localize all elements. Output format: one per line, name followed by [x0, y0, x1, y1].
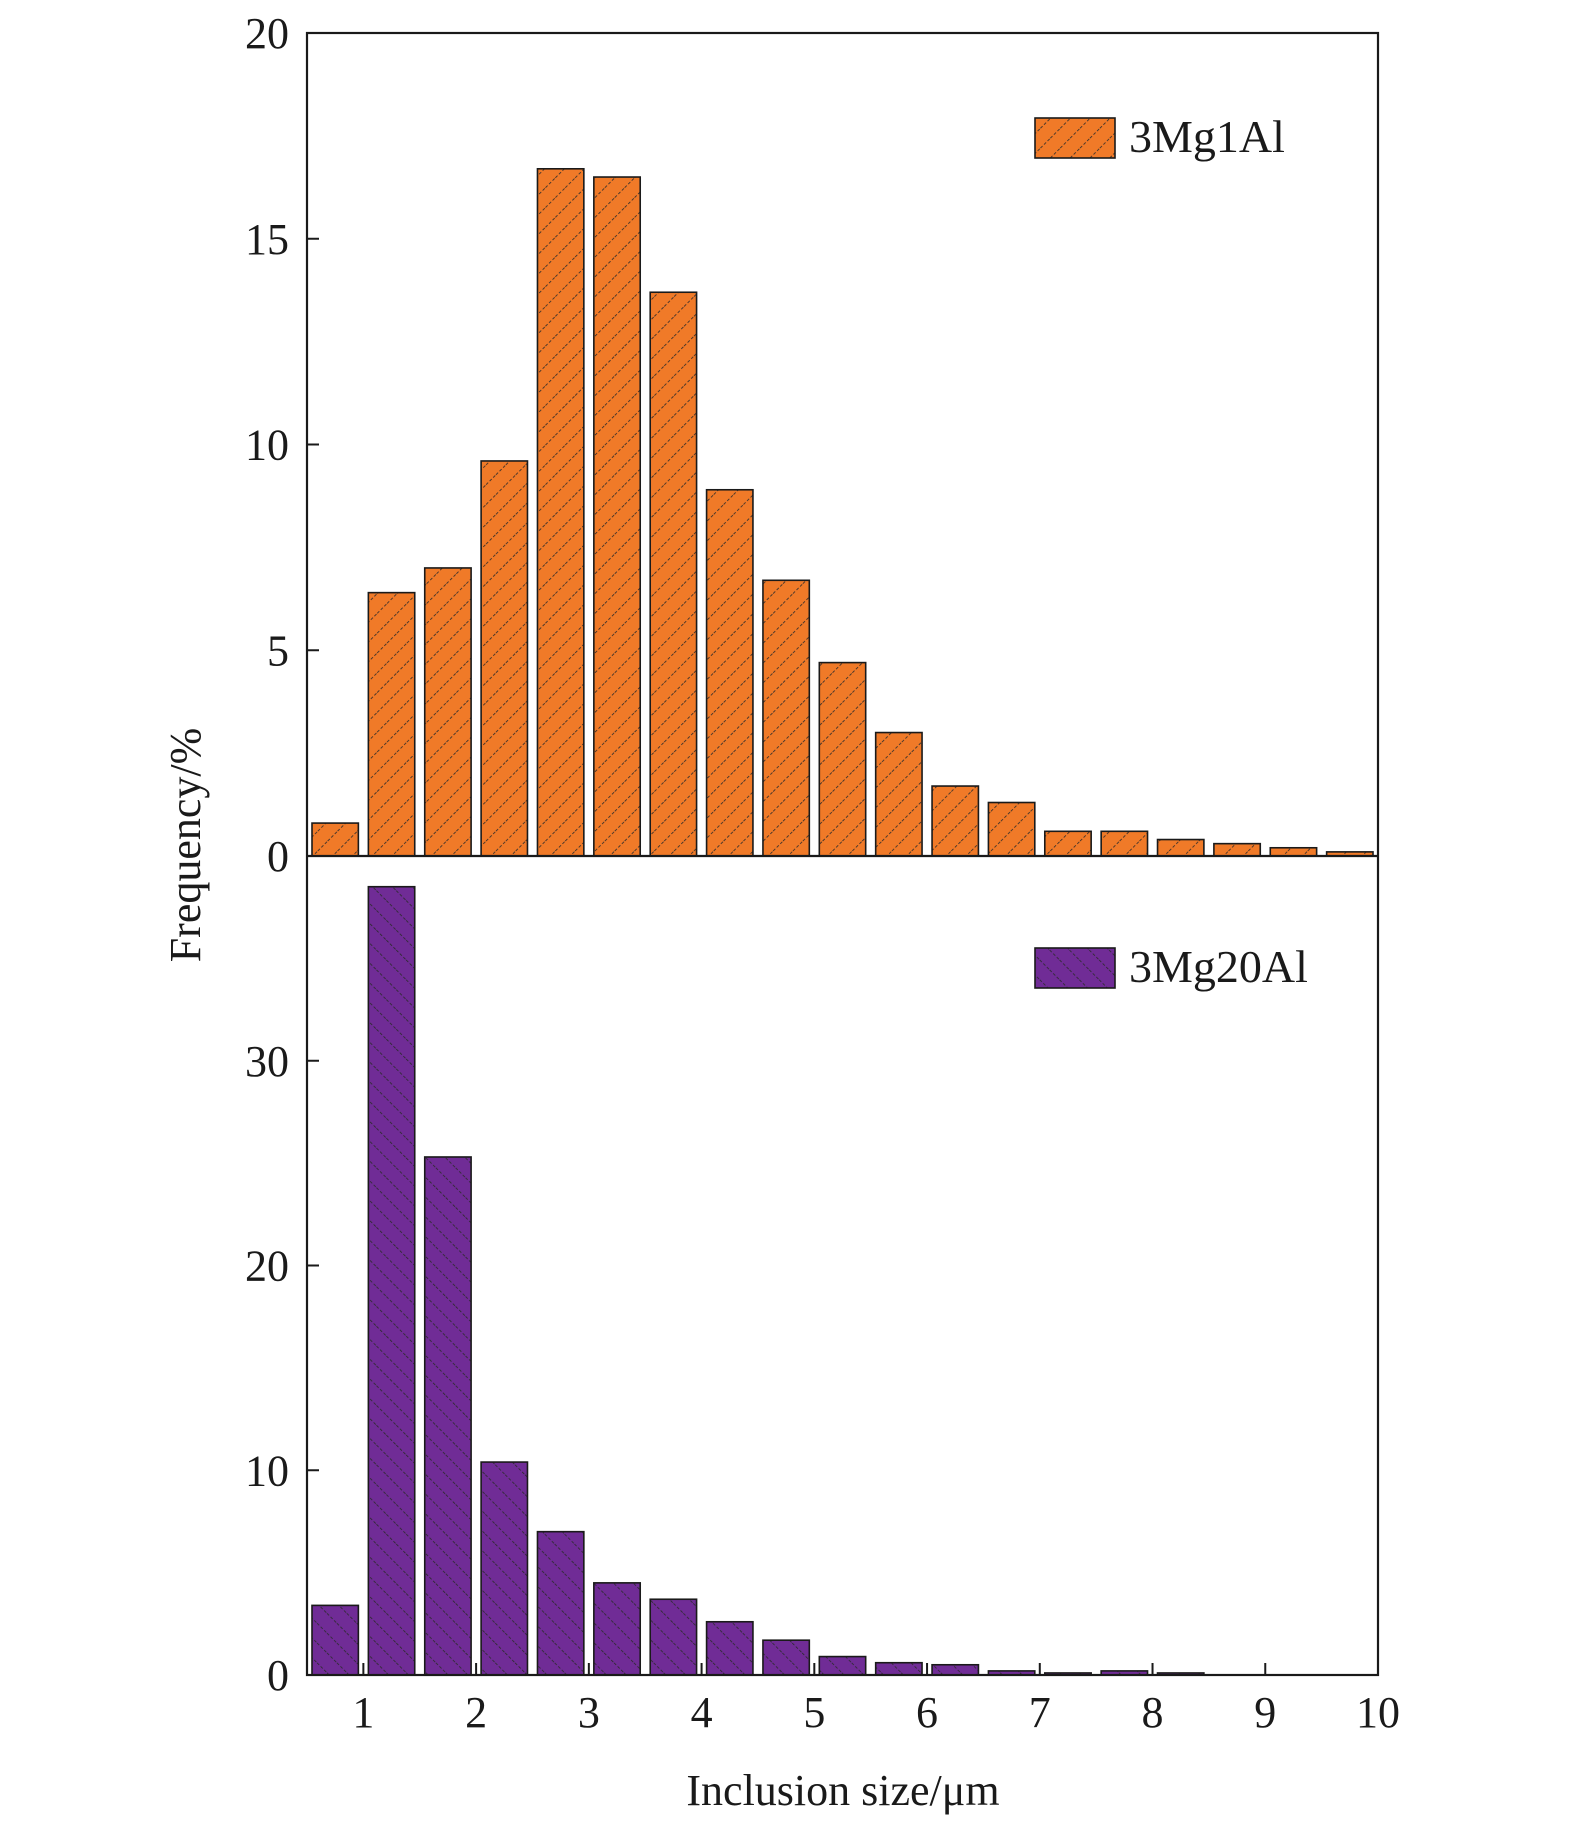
- bar: [818, 1655, 867, 1676]
- y-tick-label: 0: [267, 832, 289, 881]
- bar-outline: [367, 591, 416, 857]
- x-tick-label: 2: [465, 1688, 487, 1737]
- bar: [818, 661, 867, 857]
- x-tick-label: 7: [1029, 1688, 1051, 1737]
- bar: [931, 785, 980, 857]
- bar-outline: [1100, 830, 1149, 857]
- bar-outline: [311, 1604, 360, 1676]
- bar-outline: [423, 1156, 472, 1676]
- bar-outline: [593, 1582, 642, 1676]
- bar: [762, 579, 811, 857]
- bar-outline: [423, 567, 472, 857]
- bar-outline: [649, 291, 698, 857]
- bar-outline: [931, 1663, 980, 1676]
- plot-frame: [305, 31, 1380, 1677]
- y-axis-title: Frequency/%: [161, 728, 210, 963]
- bar: [874, 731, 923, 857]
- bar: [1043, 830, 1092, 857]
- y-tick-label: 20: [245, 1242, 289, 1291]
- bar-outline: [480, 460, 529, 857]
- bar: [536, 167, 585, 857]
- bar: [311, 1604, 360, 1676]
- bar-outline: [874, 731, 923, 857]
- legend-label: 3Mg1Al: [1129, 111, 1285, 162]
- bar: [874, 1661, 923, 1676]
- y-tick-label: 20: [245, 9, 289, 58]
- bar-outline: [593, 176, 642, 857]
- bar: [423, 567, 472, 857]
- bar: [423, 1156, 472, 1676]
- x-axis-title: Inclusion size/μm: [686, 1766, 999, 1815]
- bar: [480, 1461, 529, 1676]
- legend-swatch-outline: [1034, 947, 1116, 989]
- panel-3mg20al: 0 10 20 30 3Mg20Al: [245, 885, 1308, 1700]
- bar: [1213, 842, 1262, 857]
- x-axis: 1 2 3 4 5 6 7 8 9 10: [352, 1663, 1400, 1737]
- bar-outline: [931, 785, 980, 857]
- bar-outline: [1213, 842, 1262, 857]
- bar: [593, 1582, 642, 1676]
- y-tick-label: 30: [245, 1037, 289, 1086]
- bar-outline: [818, 661, 867, 857]
- bar-outline: [1156, 838, 1205, 857]
- bar-outline: [1043, 830, 1092, 857]
- bar-outline: [536, 167, 585, 857]
- x-tick-label: 8: [1142, 1688, 1164, 1737]
- bar: [649, 291, 698, 857]
- bar-outline: [762, 579, 811, 857]
- bar: [705, 488, 754, 857]
- panel-3mg1al: 0 5 10 15 20 3Mg1Al: [245, 9, 1374, 881]
- bar-outline: [705, 1620, 754, 1676]
- bar-outline: [987, 801, 1036, 857]
- legend: 3Mg20Al: [1034, 941, 1308, 992]
- y-tick-label: 0: [267, 1651, 289, 1700]
- legend: 3Mg1Al: [1034, 111, 1285, 162]
- bar: [480, 460, 529, 857]
- x-tick-label: 9: [1254, 1688, 1276, 1737]
- bar: [367, 885, 416, 1676]
- bar: [1100, 830, 1149, 857]
- x-tick-label: 3: [578, 1688, 600, 1737]
- bar-outline: [480, 1461, 529, 1676]
- bar: [1269, 846, 1318, 857]
- x-tick-label: 1: [352, 1688, 374, 1737]
- bar-outline: [762, 1639, 811, 1676]
- y-tick-label: 10: [245, 421, 289, 470]
- bar: [987, 801, 1036, 857]
- bar: [649, 1598, 698, 1676]
- bar: [762, 1639, 811, 1676]
- bar-outline: [874, 1661, 923, 1676]
- x-tick-label: 4: [691, 1688, 713, 1737]
- bar-outline: [367, 885, 416, 1676]
- legend-label: 3Mg20Al: [1129, 941, 1308, 992]
- bar: [931, 1663, 980, 1676]
- bar-outline: [649, 1598, 698, 1676]
- bar: [536, 1530, 585, 1676]
- bar: [593, 176, 642, 857]
- bar-outline: [536, 1530, 585, 1676]
- x-tick-label: 10: [1356, 1688, 1400, 1737]
- y-tick-label: 10: [245, 1446, 289, 1495]
- y-tick-label: 15: [245, 215, 289, 264]
- x-tick-label: 6: [916, 1688, 938, 1737]
- x-tick-label: 5: [803, 1688, 825, 1737]
- bar-outline: [818, 1655, 867, 1676]
- bar: [311, 822, 360, 857]
- y-tick-label: 5: [267, 626, 289, 675]
- bar: [705, 1620, 754, 1676]
- bar: [367, 591, 416, 857]
- bar-outline: [1269, 846, 1318, 857]
- legend-swatch-outline: [1034, 117, 1116, 159]
- bar-outline: [311, 822, 360, 857]
- bar-outline: [705, 488, 754, 857]
- bar: [1156, 838, 1205, 857]
